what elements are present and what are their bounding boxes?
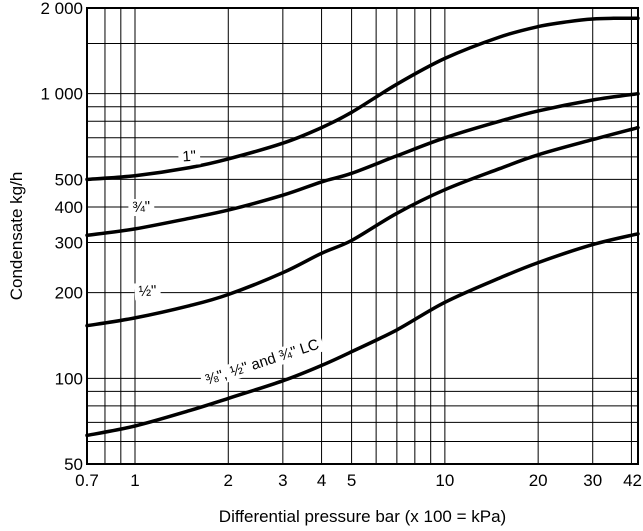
- grid: [86, 7, 638, 465]
- y-tick-label: 300: [55, 234, 83, 253]
- series-line: [85, 232, 640, 438]
- curve-label: ⅜", ½" and ¾" LC: [203, 336, 321, 389]
- x-tick-label: 4: [317, 471, 326, 490]
- y-tick-label: 500: [55, 170, 83, 189]
- x-tick-label: 42: [623, 471, 642, 490]
- curves: [85, 16, 640, 438]
- curve-label-background: [134, 282, 161, 301]
- x-tick-label: 30: [583, 471, 602, 490]
- y-tick-labels: 50 100 200 300 400 500 1 000 2 000: [40, 0, 83, 474]
- y-tick-label: 200: [55, 284, 83, 303]
- curve-label-background: [199, 334, 326, 390]
- x-tick-label: 0.7: [75, 471, 99, 490]
- x-tick-label: 20: [529, 471, 548, 490]
- series-line: [85, 125, 640, 328]
- y-tick-label: 400: [55, 198, 83, 217]
- y-axis-label: Condensate kg/h: [7, 172, 26, 301]
- y-tick-label: 100: [55, 369, 83, 388]
- curve-label-background: [127, 198, 155, 217]
- curve-label: ¾": [132, 198, 151, 216]
- x-tick-label: 2: [224, 471, 233, 490]
- y-tick-label: 50: [64, 455, 83, 474]
- x-tick-label: 1: [130, 471, 139, 490]
- x-tick-label: 5: [347, 471, 356, 490]
- x-tick-label: 10: [435, 471, 454, 490]
- series-line: [85, 91, 640, 238]
- y-tick-label: 2 000: [40, 0, 83, 18]
- series-line: [85, 16, 640, 182]
- curve-labels: 1" ¾" ½" ⅜", ½" and ¾" LC: [127, 147, 326, 390]
- curve-label-background: [177, 147, 201, 166]
- curve-label: ½": [138, 282, 157, 300]
- x-tick-labels: 0.7 1 2 3 4 5 10 20 30 42: [75, 471, 642, 490]
- curve-label: 1": [182, 148, 197, 166]
- x-axis-label: Differential pressure bar (x 100 = kPa): [219, 507, 506, 526]
- plot-frame: [86, 7, 639, 465]
- x-tick-label: 3: [278, 471, 287, 490]
- y-tick-label: 1 000: [40, 85, 83, 104]
